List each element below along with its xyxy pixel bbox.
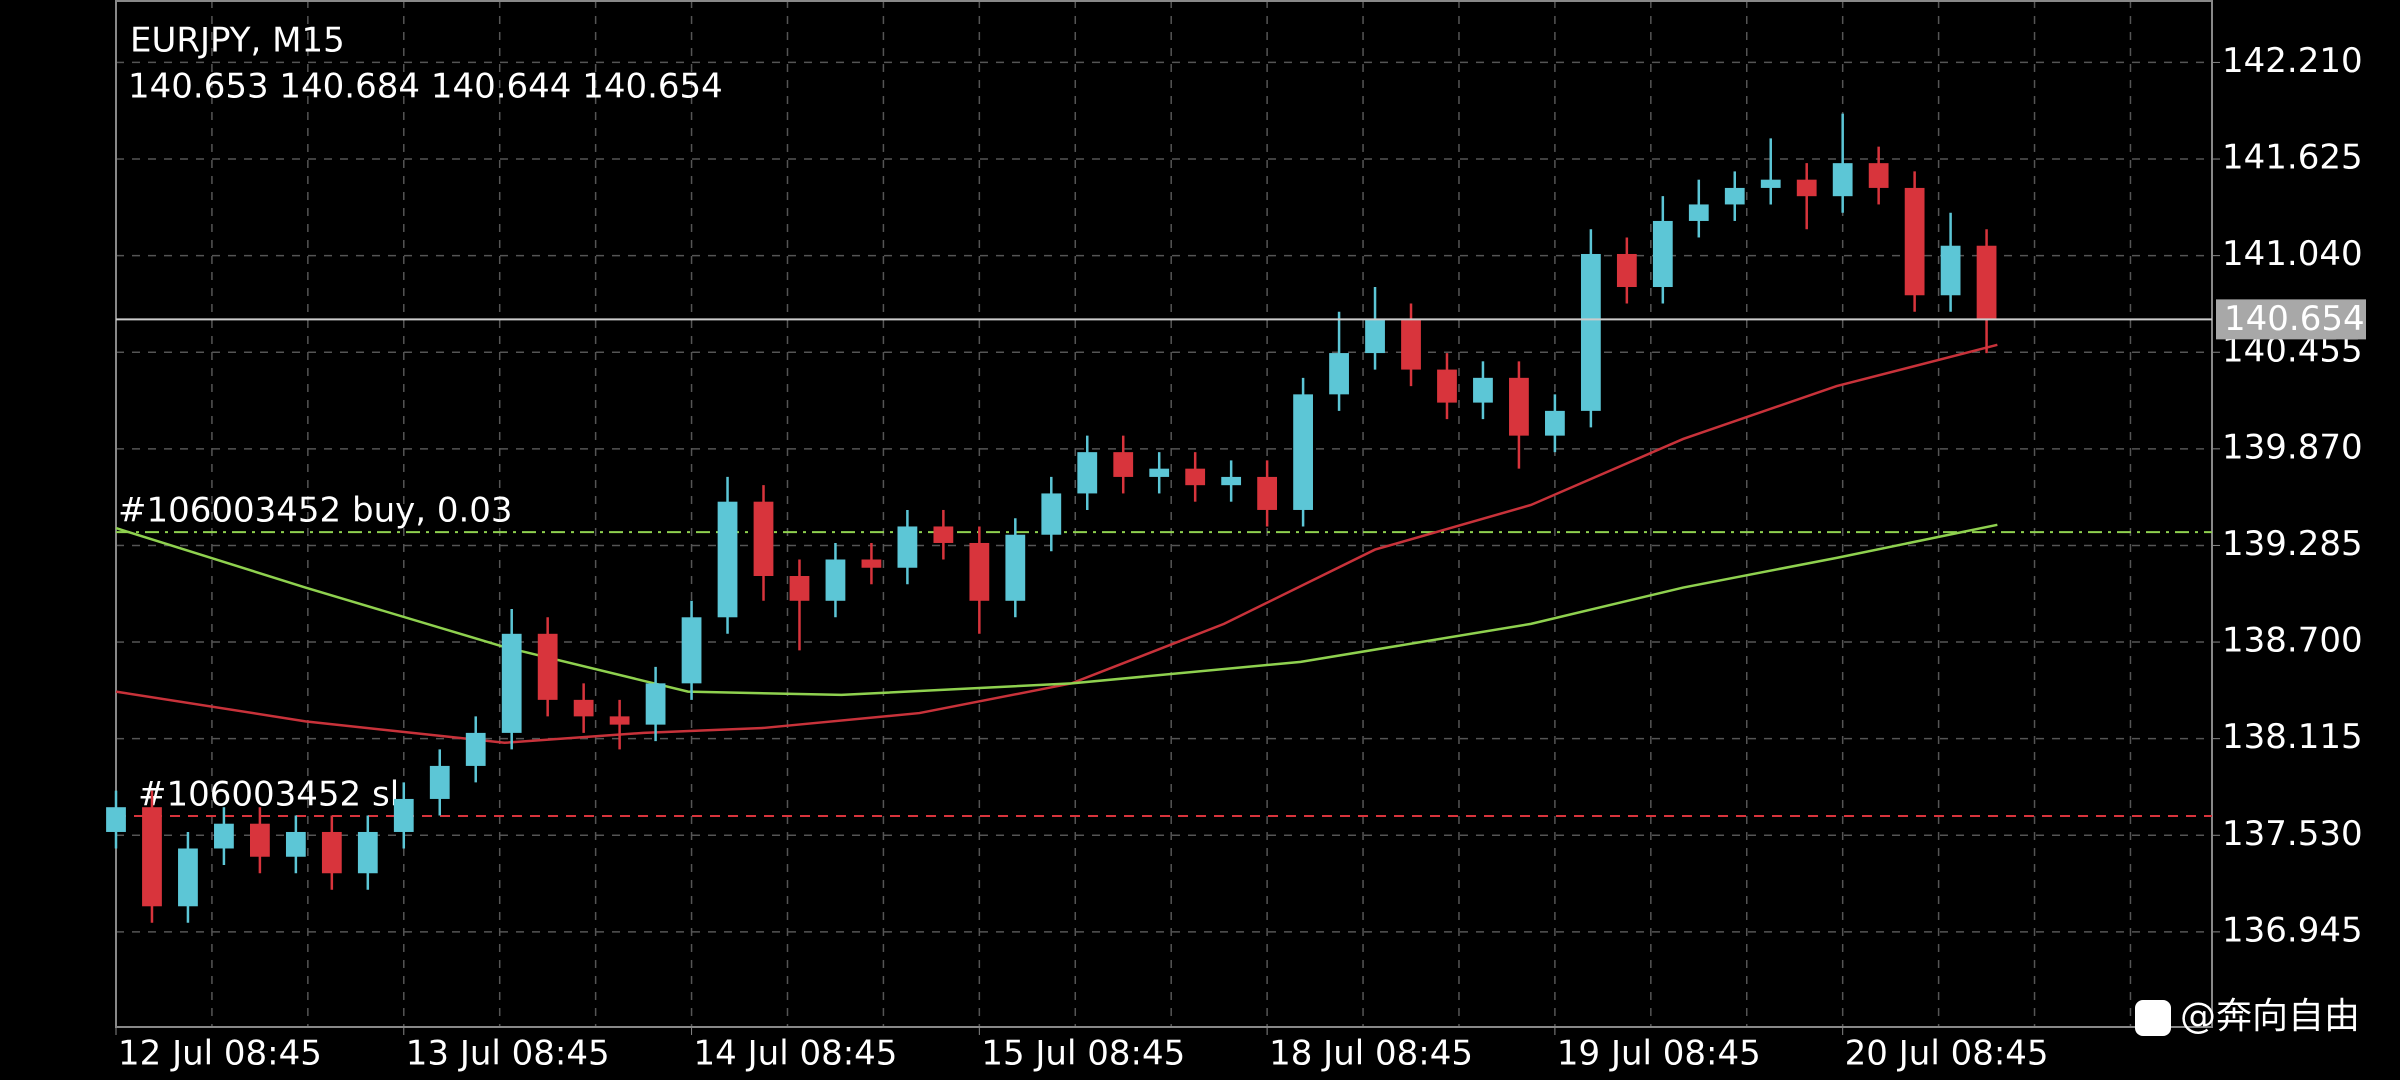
x-tick-label: 15 Jul 08:45 (981, 1034, 1185, 1074)
candle-body (1149, 468, 1170, 477)
candle-body (1832, 163, 1853, 197)
candle-body (1616, 253, 1637, 288)
candle-body (897, 526, 918, 568)
candle-body (789, 576, 810, 601)
candle-body (1652, 220, 1673, 288)
watermark: @奔向自由 (2180, 996, 2360, 1037)
candle-body (178, 848, 198, 907)
candle-body (1796, 179, 1817, 197)
candle-body (1221, 476, 1242, 486)
candle-body (214, 823, 234, 849)
candle-body (285, 831, 306, 857)
y-tick-label: 141.625 (2222, 138, 2363, 178)
y-tick-label: 139.285 (2222, 524, 2363, 564)
candle-body (1185, 468, 1206, 486)
candle-body (969, 542, 990, 601)
candle-body (393, 798, 414, 832)
candle-body (1257, 476, 1278, 510)
watermark-icon (2135, 1000, 2171, 1036)
candle-body (142, 807, 162, 907)
candle-body (1724, 187, 1745, 205)
candle-body (933, 526, 954, 543)
x-tick-label: 19 Jul 08:45 (1557, 1034, 1761, 1074)
x-tick-label: 18 Jul 08:45 (1269, 1034, 1473, 1074)
candle-body (357, 831, 378, 874)
candle-body (861, 559, 882, 568)
candle-body (1365, 320, 1385, 354)
y-tick-label: 138.700 (2222, 621, 2363, 661)
candle-body (1437, 369, 1457, 403)
ohlc-readout: 140.653 140.684 140.644 140.654 (128, 67, 723, 107)
candle-body (1868, 163, 1889, 188)
order-label: #106003452 buy, 0.03 (118, 491, 513, 531)
current-price-box (2216, 299, 2366, 340)
candle-body (1760, 179, 1781, 188)
candle-body (106, 807, 126, 832)
current-price-label: 140.654 (2224, 299, 2365, 339)
plot-frame (115, 0, 2213, 1028)
candle-body (1329, 353, 1349, 395)
candle-body (1509, 377, 1529, 436)
candle-body (1077, 452, 1098, 494)
candle-body (1580, 253, 1601, 411)
candle-body (501, 633, 522, 733)
y-tick-label: 136.945 (2222, 910, 2363, 950)
candle-body (1976, 245, 1997, 321)
candle-body (249, 823, 270, 857)
y-tick-label: 138.115 (2222, 717, 2363, 757)
y-tick-label: 137.530 (2222, 814, 2363, 854)
candle-body (681, 617, 702, 684)
candle-body (1473, 377, 1493, 403)
candle-body (321, 831, 342, 874)
candle-body (717, 501, 738, 618)
candle-body (1041, 493, 1062, 535)
x-tick-label: 13 Jul 08:45 (406, 1034, 610, 1074)
candle-body (609, 716, 630, 725)
candle-body (537, 633, 558, 700)
y-tick-label: 139.870 (2222, 427, 2363, 467)
candle-body (1688, 204, 1709, 221)
y-tick-label: 142.210 (2222, 41, 2363, 81)
chart-title: EURJPY, M15 (130, 21, 345, 61)
candle-body (1293, 394, 1313, 510)
order-label: #106003452 sl (138, 774, 399, 814)
candle-body (1904, 187, 1925, 296)
candle-body (465, 732, 486, 766)
candle-body (429, 765, 450, 799)
x-tick-label: 20 Jul 08:45 (1845, 1034, 2049, 1074)
candle-body (1401, 320, 1421, 370)
y-tick-label: 141.040 (2222, 234, 2363, 274)
candle-body (1940, 245, 1961, 296)
candle-body (1113, 452, 1134, 477)
candle-body (825, 559, 846, 601)
candle-body (645, 683, 666, 725)
x-tick-label: 14 Jul 08:45 (694, 1034, 898, 1074)
candle-body (1545, 410, 1565, 436)
watermark-group: @奔向自由 (2135, 996, 2360, 1037)
candle-body (573, 699, 594, 717)
moving-average (115, 523, 1998, 697)
candle-body (753, 501, 774, 577)
x-tick-label: 12 Jul 08:45 (118, 1034, 322, 1074)
candle-body (1005, 534, 1026, 601)
